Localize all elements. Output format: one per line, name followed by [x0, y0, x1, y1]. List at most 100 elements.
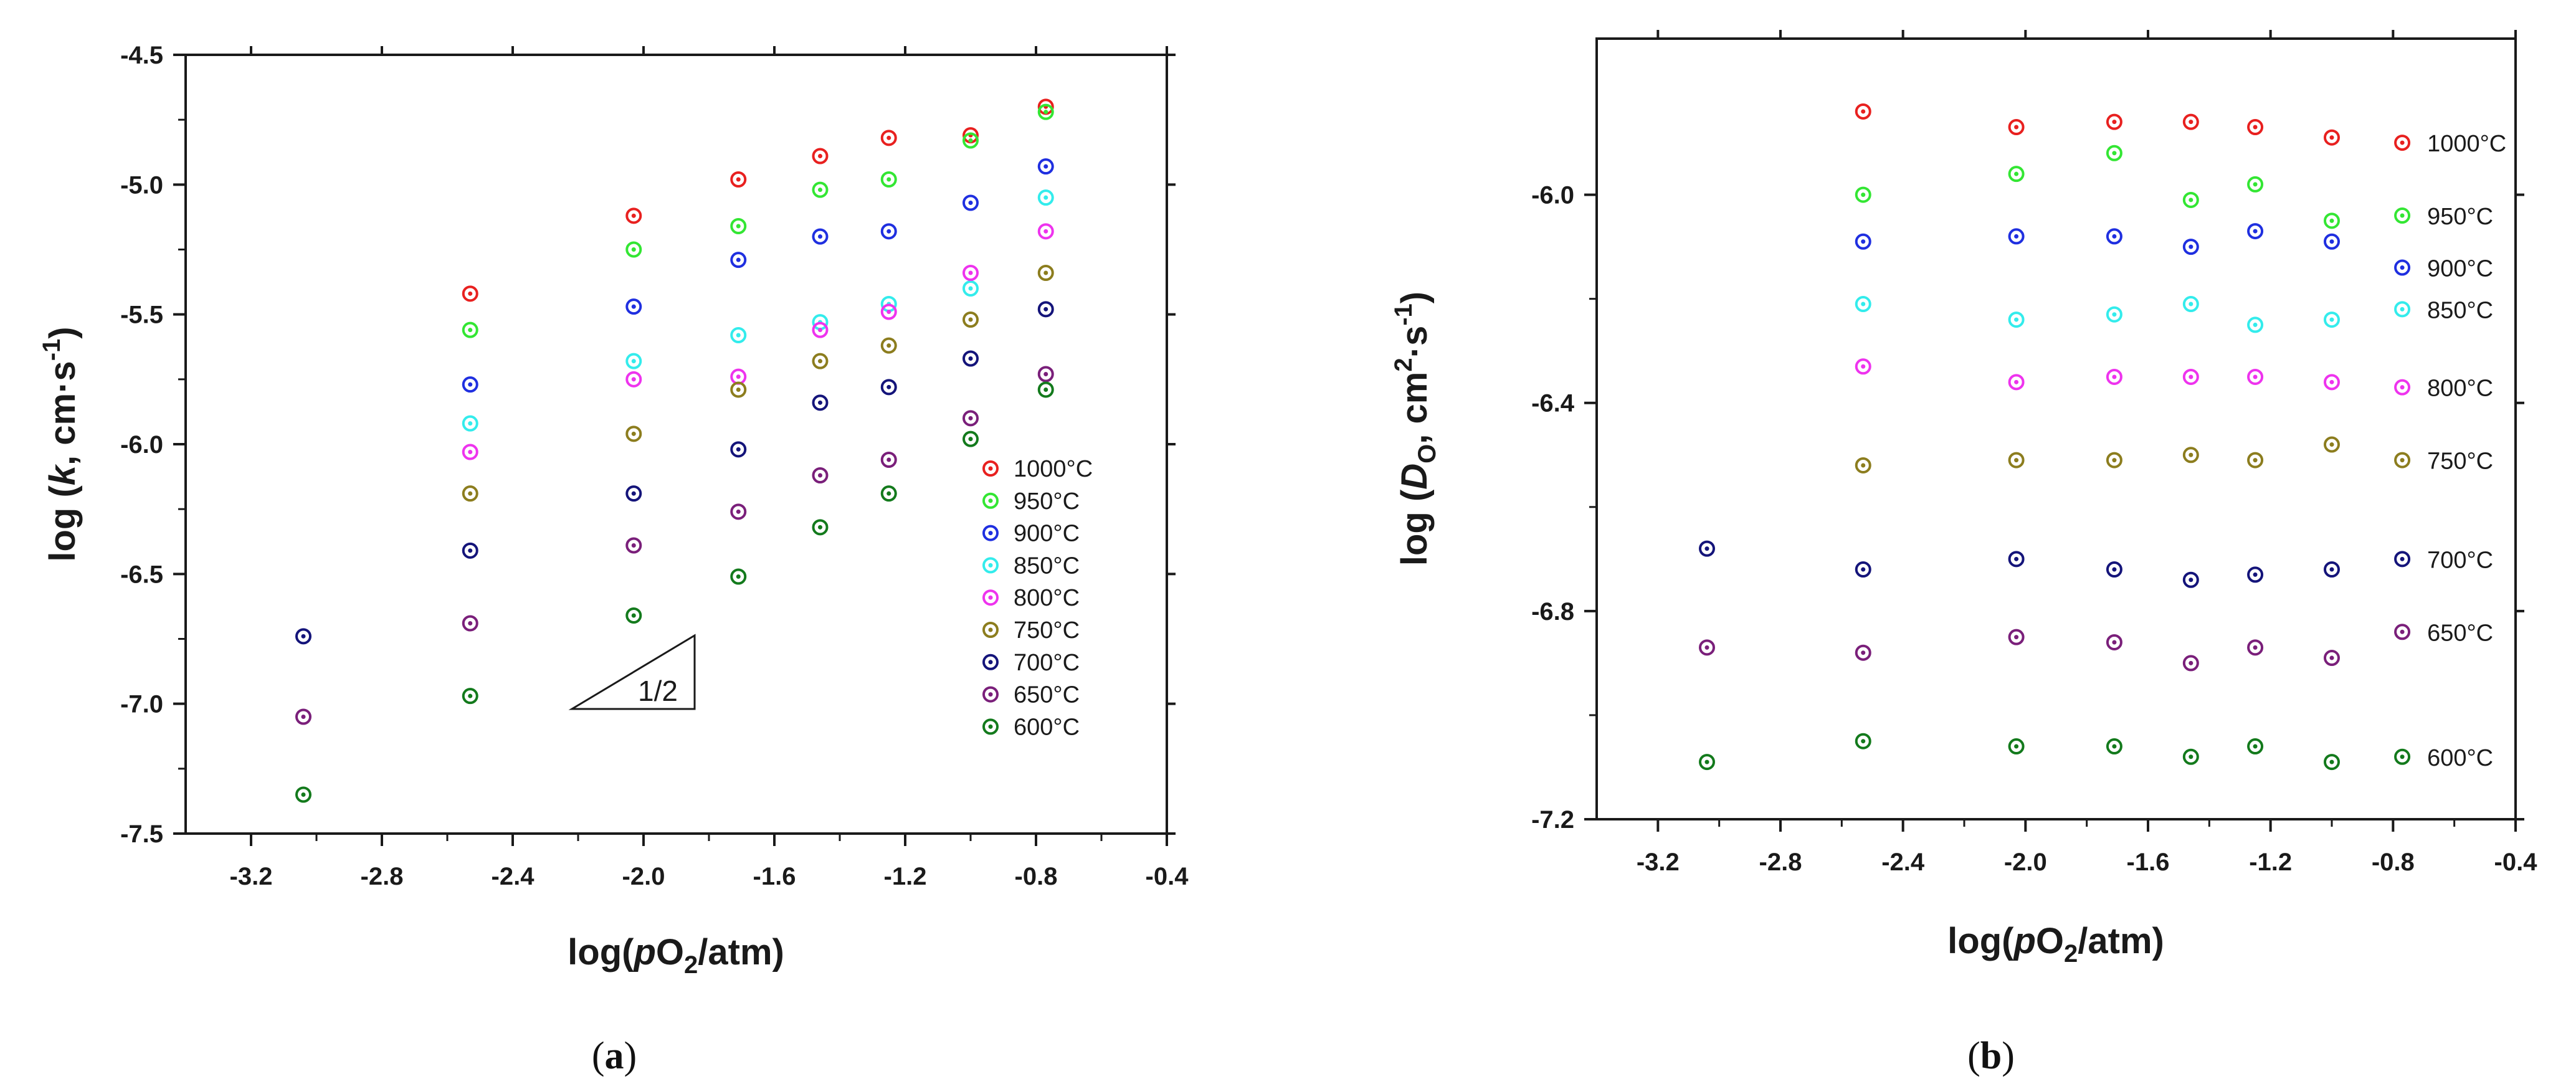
chart-a-point-600c — [625, 607, 642, 624]
chart-b-point-750c — [2182, 447, 2199, 464]
chart-b-point-1000c — [2182, 113, 2199, 130]
chart-a-x-axis-label: log(pO2/atm) — [568, 932, 784, 979]
chart-b-point-700c — [2394, 551, 2411, 568]
chart-b-point-600c — [2182, 748, 2199, 765]
chart-b-point-800c — [2324, 374, 2340, 391]
chart-b-point-950c — [2394, 207, 2411, 224]
chart-b-point-800c — [2182, 368, 2199, 385]
chart-a-x-tick-label: -0.4 — [1146, 863, 1189, 890]
chart-b-point-700c — [1855, 561, 1871, 578]
chart-a-point-900c — [880, 223, 897, 240]
chart-b-y-tick-label: -6.0 — [1531, 182, 1574, 209]
chart-b-point-1000c — [2106, 113, 2122, 130]
chart-b-x-tick-label: -1.2 — [2249, 849, 2292, 876]
chart-b-x-axis-label: log(pO2/atm) — [1947, 921, 2164, 968]
chart-a-point-600c — [462, 688, 478, 705]
chart-a-point-950c — [625, 241, 642, 258]
chart-a-x-tick-label: -1.2 — [884, 863, 927, 890]
chart-b-x-tick-label: -2.0 — [2004, 849, 2047, 876]
chart-a-point-950c — [462, 321, 478, 338]
chart-b-point-600c — [1699, 754, 1715, 771]
chart-a-point-650c — [730, 503, 747, 520]
chart-b-x-tick-label: -3.2 — [1637, 849, 1680, 876]
chart-a-legend-item-700c: 700°C — [982, 650, 1080, 676]
chart-a-point-850c — [625, 353, 642, 369]
chart-a-legend-item-1000c: 1000°C — [982, 456, 1093, 482]
chart-b: -3.2 -2.8 -2.4 -2.0 -1.6 -1.2 -0.8 -0.4 -7.2 -6.8… — [1390, 30, 2537, 1077]
chart-a-point-700c — [1037, 301, 1054, 318]
chart-a-point-950c — [730, 218, 747, 234]
chart-b-point-900c — [2008, 228, 2025, 245]
chart-a-legend-label: 950°C — [1014, 488, 1080, 515]
chart-a-legend-item-900c: 900°C — [982, 521, 1080, 547]
chart-a-point-850c — [962, 280, 979, 297]
chart-b-point-750c — [1855, 457, 1871, 473]
chart-a-legend-label: 600°C — [1014, 714, 1080, 740]
chart-b-point-800c — [2394, 379, 2411, 396]
chart-a-y-axis-label: log (k, cm·s-1) — [38, 326, 83, 561]
chart-b-point-850c — [2247, 316, 2264, 333]
chart-a-point-700c — [295, 628, 311, 645]
chart-b-inline-labels: 1000°C 950°C 900°C 850°C 800°C 750°C 700°C 650°… — [2427, 131, 2506, 771]
chart-a-point-650c — [962, 410, 979, 427]
chart-a-y-tick-label: -4.5 — [120, 42, 163, 69]
chart-a-point-800c — [462, 444, 478, 460]
chart-a-point-600c — [812, 519, 829, 536]
chart-b-point-800c — [2106, 368, 2122, 385]
chart-a-point-700c — [812, 394, 829, 411]
chart-b-points — [1699, 103, 2411, 771]
chart-b-point-850c — [2008, 311, 2025, 328]
chart-a-slope-triangle — [568, 634, 696, 710]
chart-a-point-900c — [1037, 158, 1054, 175]
chart-b-point-600c — [2247, 738, 2264, 755]
chart-b-point-1000c — [1855, 103, 1871, 120]
chart-a-x-tick-label: -1.6 — [753, 863, 796, 890]
chart-a-point-900c — [812, 228, 829, 245]
chart-b-point-650c — [2247, 639, 2264, 656]
chart-a-legend-label: 850°C — [1014, 553, 1080, 579]
chart-a-x-tick-label: -0.8 — [1015, 863, 1058, 890]
chart-b-point-800c — [2008, 374, 2025, 391]
chart-b-point-750c — [2008, 452, 2025, 468]
chart-b-point-900c — [2394, 259, 2411, 276]
chart-a-point-900c — [730, 252, 747, 269]
chart-a-point-700c — [962, 350, 979, 367]
chart-b-y-tick-label: -6.8 — [1531, 598, 1574, 625]
chart-b-ticks — [1584, 30, 2524, 832]
chart-a-y-tick-label: -6.0 — [120, 431, 163, 459]
chart-a-legend-label: 1000°C — [1014, 456, 1093, 482]
chart-b-point-1000c — [2324, 129, 2340, 146]
chart-a-legend-label: 700°C — [1014, 650, 1080, 676]
chart-b-point-950c — [2247, 176, 2264, 193]
chart-a-point-750c — [462, 485, 478, 502]
chart-a-legend-item-600c: 600°C — [982, 714, 1080, 740]
chart-b-series-label-800c: 800°C — [2427, 376, 2493, 402]
chart-b-point-750c — [2324, 436, 2340, 453]
chart-a-point-750c — [625, 426, 642, 442]
chart-a-point-800c — [962, 265, 979, 281]
chart-a-x-tick-label: -3.2 — [230, 863, 273, 890]
chart-a-legend-item-950c: 950°C — [982, 488, 1080, 515]
chart-b-point-700c — [2247, 566, 2264, 583]
chart-b-point-950c — [2106, 145, 2122, 161]
chart-b-point-650c — [1855, 644, 1871, 661]
chart-b-point-650c — [1699, 639, 1715, 656]
chart-b-point-1000c — [2008, 119, 2025, 136]
chart-a-tick-labels: -3.2 -2.8 -2.4 -2.0 -1.6 -1.2 -0.8 -0.4 -7.5 -7.0… — [120, 42, 1189, 890]
chart-b-point-650c — [2106, 634, 2122, 650]
chart-a-legend-item-650c: 650°C — [982, 682, 1080, 708]
chart-a-y-tick-label: -5.0 — [120, 171, 163, 199]
chart-b-point-700c — [2008, 551, 2025, 568]
chart-b-x-tick-label: -0.4 — [2494, 849, 2538, 876]
chart-b-point-650c — [2324, 650, 2340, 667]
chart-b-point-700c — [1699, 540, 1715, 557]
chart-b-series-label-650c: 650°C — [2427, 620, 2493, 646]
chart-a-legend-label: 650°C — [1014, 682, 1080, 708]
chart-a-y-tick-label: -7.5 — [120, 820, 163, 848]
chart-a-legend-item-800c: 800°C — [982, 585, 1080, 611]
chart-a-point-700c — [880, 379, 897, 396]
chart-b-point-850c — [2106, 306, 2122, 323]
chart-a-point-1000c — [730, 171, 747, 188]
chart-a-point-800c — [880, 303, 897, 320]
chart-a-point-750c — [812, 353, 829, 369]
